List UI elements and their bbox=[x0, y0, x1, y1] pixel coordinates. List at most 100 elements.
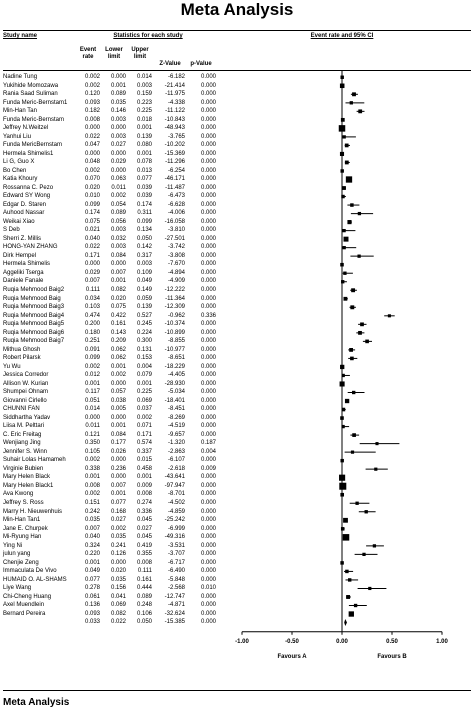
z-value: -10.843 bbox=[164, 116, 185, 123]
table-row: Liye Wang 0.278 0.156 0.444 -2.568 0.010 bbox=[3, 584, 233, 593]
table-row: Yanhui Liu 0.022 0.003 0.139 -3.765 0.000 bbox=[3, 133, 233, 142]
point-estimate bbox=[342, 135, 346, 139]
p-value: 0.000 bbox=[200, 474, 216, 481]
z-value: -11.296 bbox=[165, 159, 185, 166]
z-value: -4.894 bbox=[167, 269, 185, 276]
z-value: -49.316 bbox=[164, 534, 185, 541]
event-rate-value: 0.001 bbox=[84, 559, 100, 566]
p-value: 0.000 bbox=[200, 218, 216, 225]
lower-limit-value: 0.161 bbox=[110, 321, 126, 328]
point-estimate bbox=[364, 510, 368, 514]
upper-limit-value: 0.274 bbox=[136, 500, 152, 506]
point-estimate bbox=[340, 169, 344, 173]
p-value: 0.000 bbox=[200, 568, 216, 575]
favours-b-label: Favours B bbox=[377, 654, 407, 660]
p-value: 0.000 bbox=[200, 508, 216, 515]
point-estimate bbox=[350, 305, 355, 310]
event-rate-value: 0.002 bbox=[84, 74, 100, 80]
z-value: -12.309 bbox=[164, 304, 185, 311]
p-value: 0.000 bbox=[200, 74, 216, 80]
event-rate-value: 0.040 bbox=[84, 534, 100, 541]
lower-limit-value: 0.156 bbox=[110, 585, 126, 592]
z-value: -8.451 bbox=[167, 406, 185, 413]
table-row: Ruqia Mehmood Baig3 0.103 0.075 0.139 -12.30… bbox=[3, 303, 233, 312]
event-rate-value: 0.220 bbox=[84, 551, 100, 558]
upper-limit-value: 0.106 bbox=[136, 610, 152, 617]
lower-limit-value: 0.001 bbox=[110, 423, 126, 430]
upper-limit-value: 0.001 bbox=[136, 125, 152, 132]
table-row: Daniele Fanale 0.007 0.001 0.049 -4.909 0.000 bbox=[3, 277, 233, 286]
point-estimate bbox=[349, 348, 353, 352]
point-estimate bbox=[339, 83, 345, 89]
table-row: Min-Han Tan 0.182 0.146 0.225 -11.122 0.000 bbox=[3, 107, 233, 116]
study-name: Hermela Shimelis1 bbox=[3, 150, 54, 157]
point-estimate bbox=[341, 280, 345, 284]
table-row: Yukihide Momozawa 0.002 0.001 0.003 -21.414 0… bbox=[3, 82, 233, 91]
upper-limit-value: 0.159 bbox=[136, 91, 152, 98]
study-name: Sherri Z. Millis bbox=[3, 235, 42, 242]
study-name: Chi-Cheng Huang bbox=[3, 593, 52, 600]
table-row: C. Eric Freitag 0.121 0.084 0.171 -9.657 0.00… bbox=[3, 431, 233, 440]
table-row: Nadine Tung 0.002 0.000 0.014 -6.182 0.000 bbox=[3, 73, 233, 82]
point-estimate bbox=[341, 194, 345, 199]
upper-limit-value: 0.015 bbox=[136, 457, 152, 464]
table-row: Jessica Corredor 0.012 0.002 0.079 -4.405 0.0… bbox=[3, 371, 233, 380]
z-value: -2.618 bbox=[167, 465, 185, 472]
table-row: Mary Helen Black1 0.008 0.007 0.009 -97.947 0… bbox=[3, 482, 233, 491]
table-row: S Deb 0.021 0.003 0.134 -3.810 0.000 bbox=[3, 226, 233, 235]
point-estimate bbox=[351, 288, 356, 293]
table-row: Ruqia Mehmood Baig4 0.474 0.422 0.527 -0.962… bbox=[3, 312, 233, 321]
lower-limit-value: 0.011 bbox=[111, 184, 126, 191]
summary-row: 0.033 0.022 0.050 -15.385 0.000 bbox=[3, 618, 233, 627]
upper-limit-value: 0.079 bbox=[136, 372, 152, 379]
lower-limit-value: 0.007 bbox=[110, 269, 126, 276]
z-value: -11.975 bbox=[165, 91, 185, 98]
study-name: Rania Saad Suliman bbox=[3, 91, 58, 98]
event-rate-value: 0.012 bbox=[84, 372, 100, 379]
study-name: C. Eric Freitag bbox=[3, 431, 42, 438]
z-value: -8.855 bbox=[167, 338, 185, 345]
lower-limit-value: 0.003 bbox=[110, 133, 126, 140]
upper-limit-value: 0.161 bbox=[136, 576, 152, 583]
z-value: -6.628 bbox=[167, 201, 185, 208]
z-value: -2.568 bbox=[167, 585, 185, 592]
point-estimate bbox=[341, 373, 345, 378]
upper-limit-value: 0.574 bbox=[136, 440, 152, 447]
upper-limit-value: 0.337 bbox=[136, 448, 152, 455]
lower-limit-value: 0.027 bbox=[110, 142, 126, 149]
table-row: Funda MericBernstam 0.047 0.027 0.080 -10.20… bbox=[3, 141, 233, 150]
point-estimate bbox=[360, 322, 364, 327]
upper-limit-value: 0.069 bbox=[136, 397, 152, 404]
table-row: Funda Meric-Bernstam 0.008 0.003 0.018 -10.8… bbox=[3, 116, 233, 125]
p-value: 0.000 bbox=[200, 346, 216, 353]
header-p-value: p-Value bbox=[190, 61, 212, 67]
z-value: -4.502 bbox=[167, 500, 185, 506]
lower-limit-value: 0.422 bbox=[110, 312, 126, 319]
upper-limit-value: 0.355 bbox=[136, 551, 152, 558]
study-name: Edgar D. Staren bbox=[3, 201, 47, 208]
lower-limit-value: 0.082 bbox=[110, 287, 126, 293]
z-value: -6.182 bbox=[167, 74, 185, 80]
upper-limit-value: 0.013 bbox=[136, 167, 152, 174]
z-value: -16.058 bbox=[164, 218, 185, 225]
p-value: 0.000 bbox=[200, 321, 216, 328]
point-estimate bbox=[372, 544, 377, 548]
z-value: -18.229 bbox=[164, 363, 185, 370]
p-value: 0.004 bbox=[200, 448, 216, 455]
study-name: Dirk Hempel bbox=[3, 252, 37, 259]
point-estimate bbox=[352, 433, 356, 437]
table-row: Hermela Shimelis1 0.000 0.000 0.001 -15.369 0… bbox=[3, 150, 233, 159]
event-rate-value: 0.021 bbox=[84, 227, 100, 234]
p-value: 0.000 bbox=[200, 329, 216, 336]
lower-limit-value: 0.209 bbox=[110, 338, 126, 345]
bottom-title: Meta Analysis bbox=[3, 697, 70, 708]
p-value: 0.000 bbox=[200, 261, 216, 268]
lower-limit-value: 0.002 bbox=[110, 525, 126, 532]
p-value: 0.000 bbox=[200, 227, 216, 234]
header-z-value: Z-Value bbox=[159, 61, 181, 67]
event-rate-value: 0.014 bbox=[84, 406, 100, 413]
event-rate-value: 0.171 bbox=[84, 252, 100, 259]
favours-a-label: Favours A bbox=[277, 654, 307, 660]
point-estimate bbox=[343, 271, 347, 275]
lower-limit-value: 0.000 bbox=[110, 74, 126, 80]
